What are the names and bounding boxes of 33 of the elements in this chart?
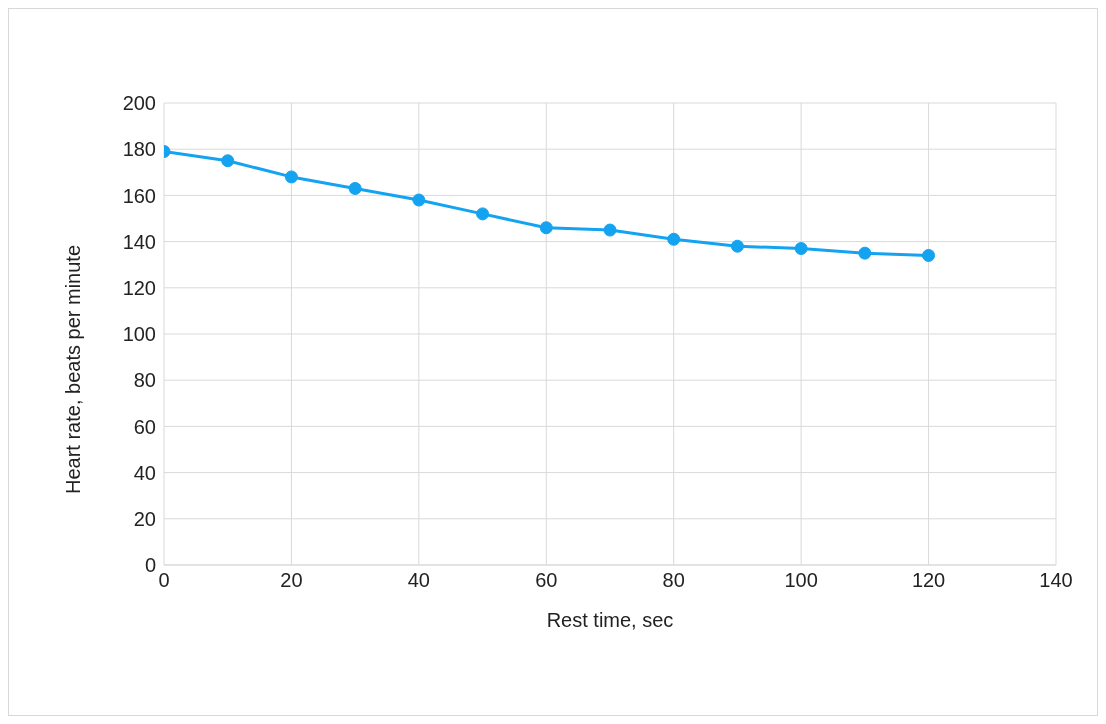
y-tick-label: 200: [122, 92, 156, 115]
x-tick-label: 120: [911, 569, 946, 592]
x-tick-label: 20: [280, 569, 303, 592]
y-tick-label: 100: [122, 323, 156, 346]
point: [794, 242, 808, 256]
x-tick-label: 100: [784, 569, 818, 592]
point: [922, 248, 936, 262]
point: [667, 232, 681, 246]
point: [284, 170, 298, 184]
y-tick-label: 180: [122, 138, 156, 161]
y-tick-label: 20: [133, 507, 156, 530]
x-axis-title: Rest time, sec: [546, 609, 674, 631]
y-tick-label: 80: [133, 369, 156, 392]
point: [539, 221, 553, 235]
y-tick-label: 140: [122, 230, 156, 253]
y-tick-label: 120: [122, 276, 156, 299]
point: [730, 239, 744, 253]
x-tick-label: 40: [407, 569, 430, 592]
y-tick-label: 60: [133, 415, 156, 438]
point: [858, 246, 872, 260]
x-tick-label: 80: [662, 569, 685, 592]
x-tick-label: 0: [158, 569, 170, 592]
point: [603, 223, 617, 237]
y-tick-label: 160: [122, 184, 156, 207]
x-tick-label: 60: [535, 569, 558, 592]
y-tick-label: 40: [133, 461, 156, 484]
x-tick-label: 140: [1039, 569, 1073, 592]
point: [221, 154, 235, 168]
point: [412, 193, 426, 207]
y-tick-label: 0: [144, 554, 156, 577]
y-axis-title: Heart rate, beats per minute: [62, 244, 85, 494]
point: [348, 181, 362, 195]
point: [476, 207, 490, 221]
